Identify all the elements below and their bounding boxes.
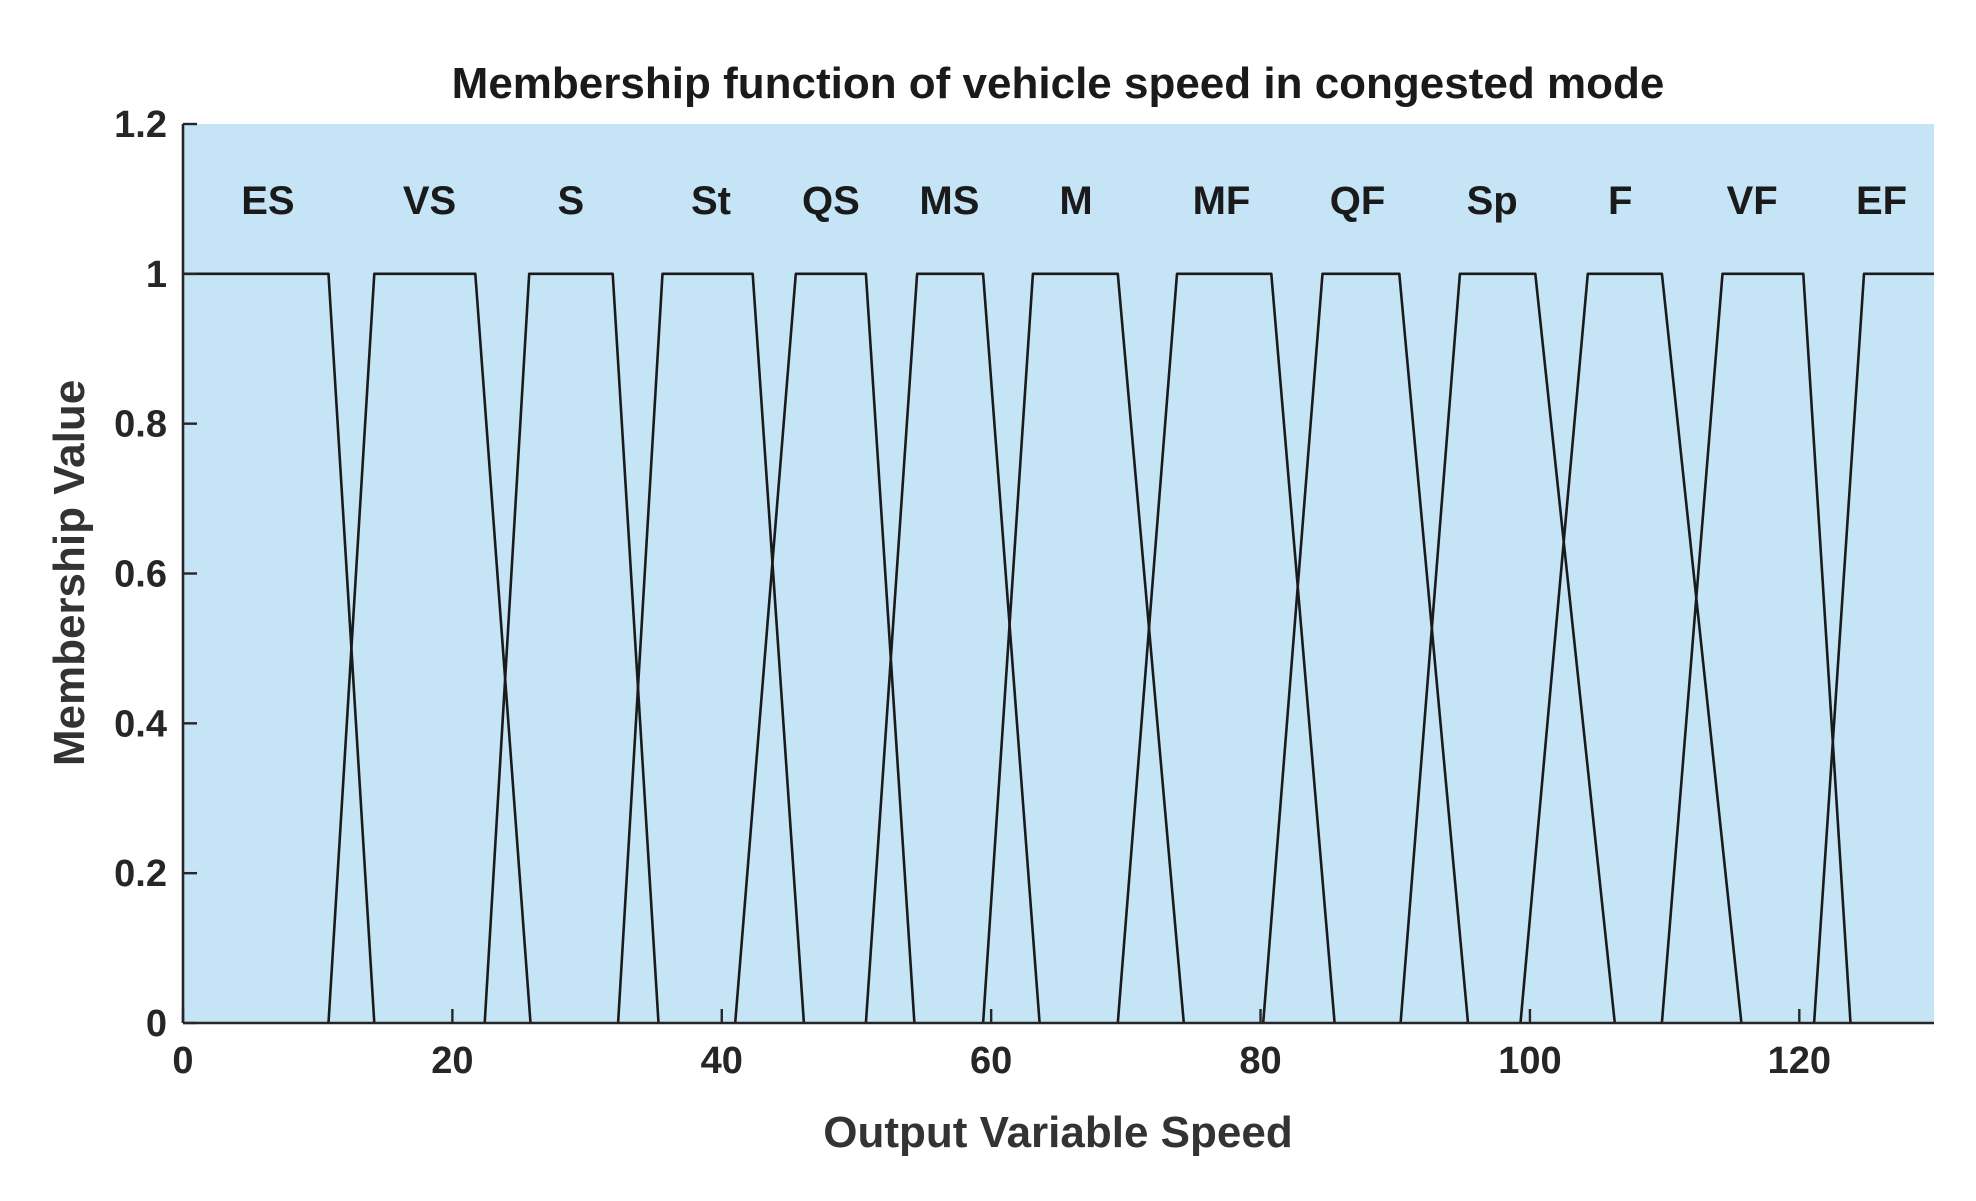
y-tick-label: 0.2 <box>114 853 167 895</box>
mf-curve-qf <box>1261 272 1470 1024</box>
x-tick-label: 20 <box>431 1040 473 1082</box>
x-tick-label: 100 <box>1498 1040 1561 1082</box>
mf-label-st: St <box>691 179 731 223</box>
mf-curve-vf <box>1660 272 1852 1024</box>
mf-curve-mf <box>1116 272 1336 1024</box>
mf-curve-s <box>483 272 660 1024</box>
mf-curve-st <box>616 272 806 1024</box>
mf-label-sp: Sp <box>1467 179 1518 223</box>
y-tick-label: 0.8 <box>114 404 167 446</box>
membership-curves <box>183 272 1934 1024</box>
mf-curve-qs <box>733 272 916 1024</box>
y-tick-label: 1 <box>146 254 167 296</box>
y-tick-label: 0 <box>146 1003 167 1045</box>
mf-label-ms: MS <box>919 179 979 223</box>
chart-title: Membership function of vehicle speed in … <box>452 59 1665 108</box>
x-tick-label: 60 <box>970 1040 1012 1082</box>
mf-label-s: S <box>558 179 585 223</box>
x-tick-label: 80 <box>1239 1040 1281 1082</box>
y-axis-label: Membership Value <box>45 380 94 766</box>
plot-background <box>183 124 1934 1023</box>
mf-label-mf: MF <box>1193 179 1251 223</box>
mf-label-f: F <box>1608 179 1632 223</box>
y-tick-label: 1.2 <box>114 104 167 146</box>
mf-curve-vs <box>327 272 532 1024</box>
mf-curve-f <box>1519 272 1743 1024</box>
mf-curve-sp <box>1399 272 1617 1024</box>
mf-label-vf: VF <box>1727 179 1778 223</box>
x-ticks: 0 20 40 60 80 100 120 <box>172 1009 1831 1082</box>
y-tick-label: 0.4 <box>114 703 167 745</box>
mf-label-m: M <box>1059 179 1092 223</box>
mf-label-vs: VS <box>403 179 456 223</box>
membership-labels: ES VS S St QS MS M MF QF Sp F VF EF <box>241 179 1907 223</box>
mf-label-es: ES <box>241 179 294 223</box>
mf-label-qf: QF <box>1330 179 1386 223</box>
y-ticks: 0 0.2 0.4 0.6 0.8 1 1.2 <box>114 104 197 1045</box>
mf-label-ef: EF <box>1856 179 1907 223</box>
x-axis-label: Output Variable Speed <box>823 1108 1292 1157</box>
mf-curve-ms <box>864 272 1041 1024</box>
mf-label-qs: QS <box>802 179 860 223</box>
mf-curve-es <box>183 272 376 1024</box>
x-tick-label: 0 <box>172 1040 193 1082</box>
mf-curve-m <box>981 272 1186 1024</box>
x-tick-label: 120 <box>1768 1040 1831 1082</box>
mf-curve-ef <box>1812 272 1934 1024</box>
x-tick-label: 40 <box>701 1040 743 1082</box>
y-tick-label: 0.6 <box>114 554 167 596</box>
